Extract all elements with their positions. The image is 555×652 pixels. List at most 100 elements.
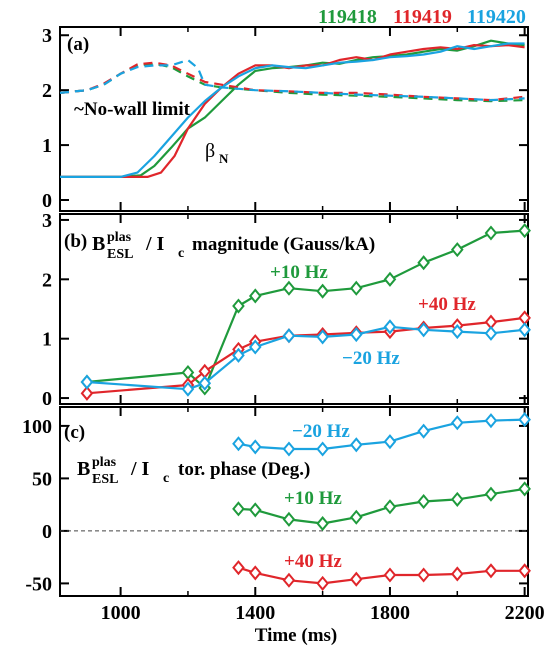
- data-point-marker: [383, 319, 397, 335]
- y-tick-label: 3: [42, 210, 52, 232]
- data-point-marker: [518, 322, 531, 338]
- data-point-marker: [198, 375, 212, 391]
- panel-c-title-sub: ESL: [92, 472, 118, 487]
- beta-symbol: β: [205, 140, 215, 162]
- panel-c-label-plus40: +40 Hz: [284, 551, 342, 572]
- y-tick-label: 50: [32, 468, 52, 490]
- panel-b-frame: [59, 213, 529, 405]
- data-point-marker: [232, 298, 245, 314]
- panel-b-title-b: B: [92, 233, 105, 255]
- panel-b-label-plus10: +10 Hz: [270, 262, 328, 283]
- panel-b-title-i: / I: [145, 233, 165, 255]
- panel-c-label-minus20: −20 Hz: [292, 421, 350, 442]
- x-tick-label: 1000: [101, 602, 141, 624]
- panel-c-label-plus10: +10 Hz: [284, 488, 342, 509]
- panel-b-plot: 0 1 2 3: [42, 210, 531, 410]
- data-point-marker: [383, 271, 397, 287]
- series-line-119420: [60, 42, 525, 178]
- data-point-marker: [417, 255, 430, 271]
- data-point-marker: [232, 501, 245, 517]
- beta-subscript: N: [219, 151, 229, 166]
- data-point-marker: [232, 436, 245, 452]
- data-point-marker: [316, 283, 329, 299]
- x-tick-label: 2200: [505, 602, 545, 624]
- data-point-marker: [349, 437, 363, 453]
- data-point-marker: [417, 567, 430, 583]
- y-tick-label: 1: [42, 135, 52, 157]
- panel-c-plot: 100 50 0 -50 1000 1400 1800 2200: [22, 407, 545, 624]
- data-point-marker: [316, 515, 329, 532]
- panel-a-label: (a): [67, 34, 89, 55]
- y-tick-label: 2: [42, 80, 52, 102]
- data-point-marker: [518, 563, 531, 579]
- data-point-marker: [248, 439, 262, 455]
- panel-c-title-sup: plas: [92, 455, 117, 470]
- data-point-marker: [417, 423, 430, 439]
- data-point-marker: [248, 565, 262, 581]
- data-point-marker: [417, 322, 430, 338]
- panel-c-title-rest: tor. phase (Deg.): [178, 459, 310, 480]
- data-point-marker: [383, 434, 397, 450]
- y-tick-label: 3: [42, 25, 52, 47]
- data-point-marker: [518, 223, 531, 239]
- data-point-marker: [232, 560, 245, 576]
- data-point-marker: [484, 413, 498, 429]
- panel-b-title-c: c: [178, 246, 184, 261]
- y-tick-label: 2: [42, 269, 52, 291]
- y-tick-label: 0: [42, 388, 52, 410]
- y-tick-label: 0: [42, 521, 52, 543]
- data-point-marker: [484, 225, 498, 241]
- panel-b-title-sub: ESL: [107, 247, 133, 262]
- y-tick-label: 1: [42, 329, 52, 351]
- series-line-10Hz: [238, 487, 525, 525]
- data-point-marker: [484, 486, 498, 502]
- shot-label-119418: 119418: [318, 6, 377, 28]
- panel-c-label: (c): [64, 422, 85, 443]
- data-point-marker: [484, 325, 498, 341]
- panel-c-title-b: B: [77, 458, 90, 480]
- shot-label-119420: 119420: [467, 6, 526, 28]
- data-point-marker: [450, 566, 464, 582]
- data-point-marker: [316, 329, 329, 345]
- data-point-marker: [450, 242, 464, 258]
- panel-b-label: (b): [64, 231, 87, 252]
- panel-b-label-plus40: +40 Hz: [418, 294, 476, 315]
- data-point-marker: [282, 280, 296, 296]
- data-point-marker: [282, 572, 296, 588]
- panel-c-title-c: c: [163, 471, 169, 486]
- y-tick-label: -50: [25, 573, 52, 595]
- panel-b-label-minus20: −20 Hz: [342, 348, 400, 369]
- data-point-marker: [316, 575, 329, 591]
- data-point-marker: [349, 571, 363, 587]
- data-point-marker: [417, 493, 430, 510]
- data-point-marker: [383, 567, 397, 583]
- x-tick-label: 1800: [370, 602, 410, 624]
- series-line-20Hz: [238, 418, 525, 451]
- series-line-40Hz: [238, 566, 525, 585]
- data-point-marker: [80, 374, 94, 390]
- data-point-marker: [282, 511, 296, 527]
- data-point-marker: [248, 339, 262, 355]
- panel-b-title-sup: plas: [107, 230, 132, 245]
- data-point-marker: [484, 563, 498, 579]
- shot-label-119419: 119419: [393, 6, 452, 28]
- data-point-marker: [450, 415, 464, 431]
- data-point-marker: [349, 280, 363, 296]
- panel-b-title-rest: magnitude (Gauss/kA): [192, 234, 375, 255]
- data-point-marker: [450, 491, 464, 507]
- data-point-marker: [383, 499, 397, 515]
- data-point-marker: [181, 381, 195, 397]
- data-point-marker: [518, 481, 531, 497]
- panel-a-frame: [59, 26, 529, 212]
- data-point-marker: [349, 326, 363, 343]
- y-tick-label: 100: [22, 416, 52, 438]
- no-wall-limit-label: ~No-wall limit: [74, 99, 191, 120]
- panel-c-title-i: / I: [130, 458, 150, 480]
- series-line-119420: [59, 58, 525, 102]
- data-point-marker: [248, 288, 262, 304]
- y-tick-label: 0: [42, 190, 52, 212]
- data-point-marker: [248, 502, 262, 518]
- panel-c-frame: [59, 406, 529, 597]
- data-point-marker: [349, 509, 363, 525]
